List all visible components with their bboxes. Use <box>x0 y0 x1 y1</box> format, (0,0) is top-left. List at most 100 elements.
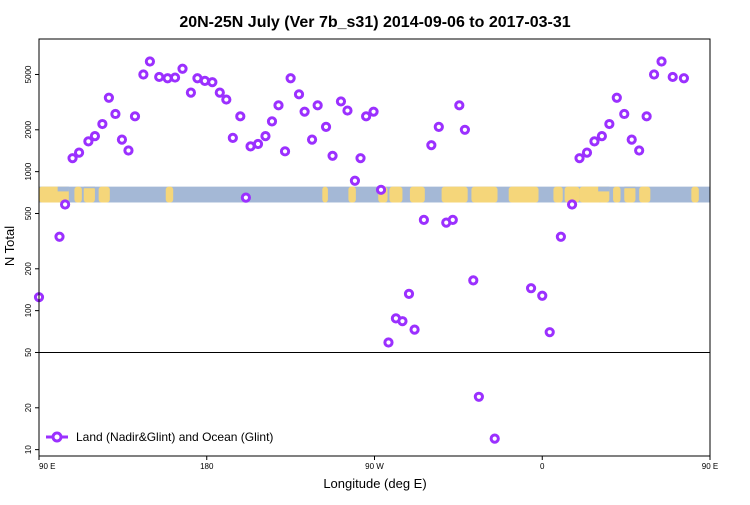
map-land <box>39 186 62 203</box>
data-point <box>537 290 548 301</box>
data-point <box>260 131 271 142</box>
plot-frame <box>38 38 711 457</box>
y-tick-label: 5000 <box>24 65 33 83</box>
data-point <box>138 69 149 80</box>
legend: Land (Nadir&Glint) and Ocean (Glint) <box>46 430 273 444</box>
data-point <box>129 111 141 122</box>
map-land <box>165 186 174 203</box>
data-point <box>473 391 484 402</box>
data-point <box>83 136 94 147</box>
map-land <box>471 186 498 203</box>
data-point <box>73 147 85 158</box>
map-land <box>624 186 636 203</box>
map-land <box>98 186 110 203</box>
data-point <box>454 100 465 111</box>
legend-marker-swatch <box>51 431 63 443</box>
legend-label: Land (Nadir&Glint) and Ocean (Glint) <box>76 430 273 444</box>
data-point <box>641 111 652 122</box>
data-point <box>185 87 197 98</box>
x-tick-label: 90 E <box>702 462 718 471</box>
data-point <box>154 71 165 83</box>
x-tick-label: 90 W <box>365 462 384 471</box>
map-land <box>348 186 356 203</box>
data-point <box>349 175 361 186</box>
y-tick-label: 500 <box>24 206 33 220</box>
data-point <box>611 92 622 103</box>
data-point <box>397 316 408 327</box>
data-point <box>383 337 394 348</box>
data-points <box>33 56 690 444</box>
data-point <box>403 288 415 299</box>
data-point <box>227 132 238 143</box>
data-point <box>299 106 310 117</box>
data-point <box>177 63 188 74</box>
data-point <box>574 153 585 164</box>
data-point <box>589 136 600 147</box>
data-point <box>544 327 555 338</box>
data-point <box>327 150 338 161</box>
data-point <box>656 56 667 67</box>
data-point <box>626 134 637 145</box>
data-point <box>67 153 78 164</box>
data-point <box>266 116 278 127</box>
data-point <box>306 134 318 145</box>
data-point <box>678 73 690 84</box>
data-point <box>604 118 615 130</box>
map-land <box>579 186 602 203</box>
map-land <box>409 186 425 203</box>
data-point <box>285 73 296 84</box>
data-point <box>375 184 387 195</box>
data-point <box>144 56 156 67</box>
data-point <box>116 134 128 145</box>
data-point <box>312 100 323 111</box>
x-tick-label: 180 <box>200 462 214 471</box>
map-land <box>508 186 539 203</box>
data-point <box>123 145 134 156</box>
data-point <box>335 96 347 107</box>
map-land <box>564 186 580 203</box>
world-map-strip <box>39 186 710 203</box>
data-point <box>279 146 291 157</box>
map-ocean <box>39 186 710 203</box>
x-tick-label: 90 E <box>39 462 55 471</box>
y-tick-label: 2000 <box>24 120 33 138</box>
map-ocean-inlet <box>57 186 69 192</box>
map-land <box>553 186 563 203</box>
data-point <box>97 118 108 130</box>
data-point <box>252 138 264 150</box>
map-land <box>639 186 651 203</box>
y-tick-label: 50 <box>24 347 33 356</box>
data-point <box>489 433 500 444</box>
data-point <box>619 108 630 120</box>
data-point <box>293 89 305 100</box>
data-point <box>566 199 578 210</box>
data-point <box>103 92 114 103</box>
data-point <box>447 214 458 225</box>
map-land <box>322 186 328 203</box>
data-point <box>89 131 101 142</box>
x-tick-label: 0 <box>540 462 545 471</box>
data-point <box>240 192 251 203</box>
data-point <box>409 324 420 335</box>
data-point <box>581 147 593 158</box>
data-point <box>361 111 372 122</box>
data-point <box>525 283 537 294</box>
chart-title: 20N-25N July (Ver 7b_s31) 2014-09-06 to … <box>179 14 570 31</box>
map-land <box>389 186 403 203</box>
data-point <box>468 275 479 286</box>
map-land <box>83 186 95 203</box>
map-ocean-inlet <box>624 186 636 189</box>
data-point <box>555 231 566 242</box>
data-point <box>459 124 470 135</box>
data-point <box>59 199 71 210</box>
y-axis: 10 20 50 100 200 500 1000 2000 5000 <box>24 65 39 454</box>
map-land <box>441 186 468 203</box>
data-point <box>426 140 437 151</box>
map-ocean-inlet <box>598 186 610 192</box>
data-point <box>110 108 121 120</box>
y-tick-label: 10 <box>24 445 33 454</box>
data-point <box>273 100 284 111</box>
map-land <box>691 186 699 203</box>
